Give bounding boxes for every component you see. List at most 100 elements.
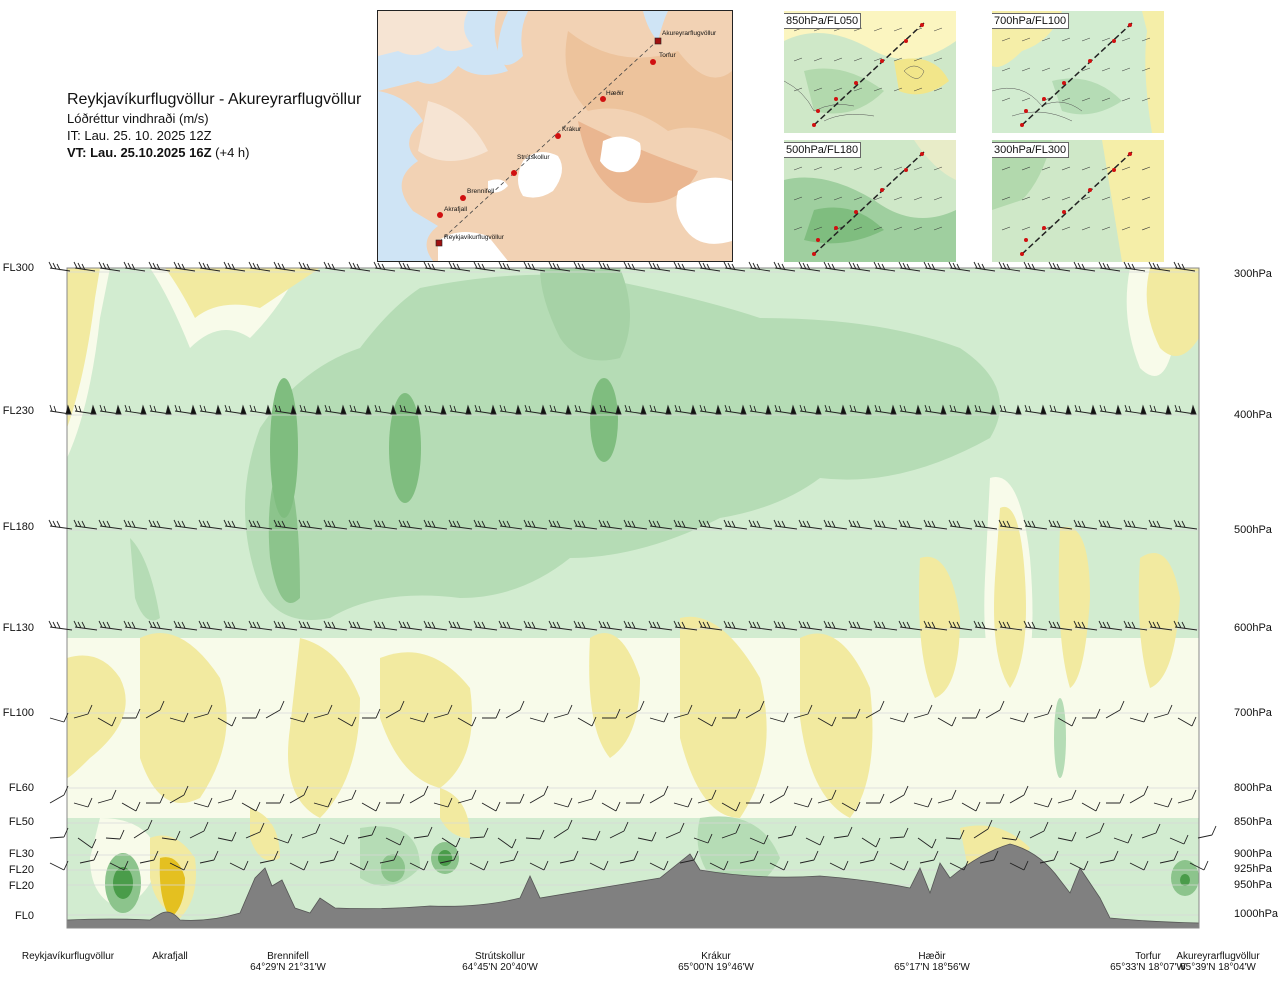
fl-label-300: FL300 (2, 262, 34, 274)
wind-barb (1048, 620, 1073, 631)
wind-barb (349, 404, 371, 415)
wind-barb (413, 826, 433, 839)
wind-barb (1105, 700, 1125, 719)
wind-barb (898, 519, 923, 530)
wind-barb (77, 837, 97, 849)
wind-barb (748, 620, 773, 631)
panel-300: 300hPa/FL300 (992, 140, 1164, 262)
valid-offset: (+4 h) (215, 145, 250, 160)
wind-barb (698, 519, 723, 530)
wind-barb (122, 708, 141, 719)
wind-barb (189, 821, 209, 839)
wind-barb (149, 404, 171, 415)
vertical-velocity-field (67, 268, 1199, 928)
wind-barb (823, 519, 848, 530)
wind-barb (173, 620, 198, 631)
wind-barb (99, 404, 121, 415)
wind-barb (623, 519, 648, 530)
wind-barb (1174, 404, 1196, 415)
map-label-torfur: Torfur (659, 52, 676, 59)
wind-barb (245, 822, 265, 839)
wind-barb (448, 261, 471, 272)
wind-barb (79, 850, 99, 864)
fl-label-20a: FL20 (8, 864, 34, 876)
hpa-label-400: 400hPa (1234, 409, 1272, 421)
fl-label-60: FL60 (8, 782, 34, 794)
wind-barbs (48, 261, 1217, 871)
route-map: Akureyrarflugvöllur Torfur Hæðir Krákur … (377, 10, 733, 262)
wind-barb (289, 860, 309, 871)
chart-title-block: Reykjavíkurflugvöllur - Akureyrarflugvöl… (67, 90, 377, 161)
wind-barb (623, 261, 646, 272)
wind-barb (774, 404, 796, 415)
wind-barb (148, 261, 171, 272)
wind-barb (1141, 823, 1161, 839)
map-label-brennifell: Brennifell (467, 188, 495, 195)
wind-barb (937, 716, 957, 727)
wind-barb (424, 404, 446, 415)
panel-700-graphic (992, 11, 1164, 133)
panel-300-graphic (992, 140, 1164, 262)
wind-barb (1124, 404, 1146, 415)
loc-torfur-name: Torfur (1135, 951, 1161, 962)
wind-barb (917, 837, 937, 849)
wind-barb (769, 712, 789, 723)
wind-barb (573, 261, 596, 272)
wind-barb (169, 860, 189, 871)
wind-barb (998, 519, 1023, 530)
wind-barb (1129, 712, 1149, 723)
hpa-label-900: 900hPa (1234, 848, 1272, 860)
wind-barb (273, 261, 296, 272)
wind-barb (529, 785, 549, 804)
wind-barb (648, 261, 671, 272)
wind-barb (769, 785, 789, 804)
wind-barb (289, 785, 309, 804)
wind-barb (433, 797, 453, 808)
wind-barb (1173, 620, 1198, 631)
wind-barb (193, 704, 213, 719)
wind-barb (457, 789, 477, 804)
wind-barb (349, 860, 369, 871)
wind-barb (598, 620, 623, 631)
wind-barb (1009, 785, 1029, 804)
wind-barb (553, 819, 573, 839)
fl-label-100: FL100 (2, 707, 34, 719)
wind-barb (323, 620, 348, 631)
wind-barb (609, 821, 629, 839)
wind-barb (386, 793, 405, 804)
wind-barb (599, 404, 621, 415)
wind-barb (1148, 519, 1173, 530)
wind-barb (301, 823, 321, 839)
loc-akrafjall-name: Akrafjall (152, 951, 188, 962)
wind-barb (49, 712, 69, 723)
wind-barb (348, 620, 373, 631)
wind-barb (899, 404, 921, 415)
wind-barb (1123, 519, 1148, 530)
wind-barb (1024, 404, 1046, 415)
wind-barb (873, 620, 898, 631)
wind-barb (602, 708, 621, 719)
wind-barb (313, 704, 333, 719)
map-label-strutskollur: Strútskollur (517, 154, 550, 161)
panel-850: 850hPa/FL050 (784, 11, 956, 133)
wind-barb (1048, 261, 1071, 272)
wind-barb (173, 261, 196, 272)
wind-barb (679, 850, 699, 864)
wind-barb (697, 716, 717, 727)
wind-barb (721, 801, 741, 812)
wind-barb (889, 712, 909, 723)
loc-strutskollur-name: Strútskollur (474, 951, 525, 962)
wind-barb (805, 835, 825, 846)
wind-barb (913, 704, 933, 719)
wind-barb (1099, 850, 1119, 864)
wind-barb (357, 825, 377, 839)
panel-850-label: 850hPa/FL050 (784, 13, 862, 29)
hpa-label-500: 500hPa (1234, 524, 1272, 536)
map-label-akureyri: Akureyrarflugvöllur (662, 30, 717, 37)
wind-barb (673, 261, 696, 272)
wind-barb (817, 789, 837, 804)
fl-label-230: FL230 (2, 405, 34, 417)
wind-barb (145, 700, 165, 719)
wind-barb (323, 261, 346, 272)
panel-300-label: 300hPa/FL300 (992, 142, 1070, 158)
